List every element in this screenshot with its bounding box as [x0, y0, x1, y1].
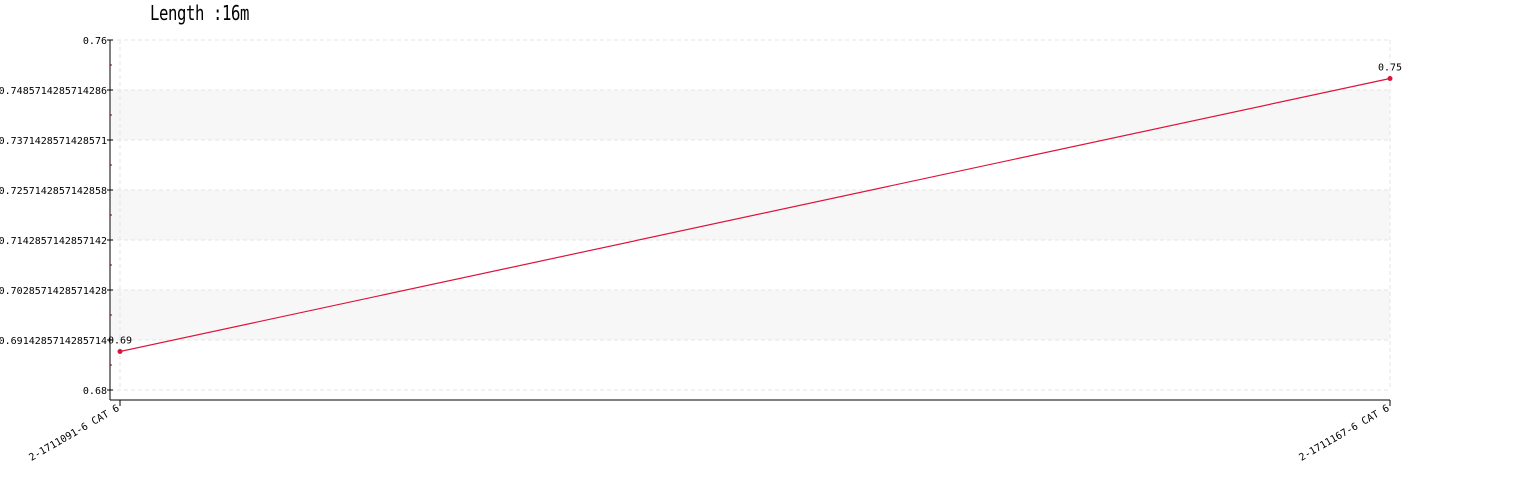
data-label: 0.75: [1378, 63, 1402, 74]
x-tick-label: 2-1711167-6 CAT 6: [1297, 403, 1391, 464]
data-point[interactable]: [1387, 76, 1393, 81]
y-tick-label: 0.7142857142857142: [0, 236, 107, 247]
y-tick-label: 0.7371428571428571: [0, 136, 107, 147]
data-point[interactable]: [117, 349, 123, 354]
y-tick-label: 0.6914285714285714: [0, 336, 107, 347]
grid-band: [111, 90, 1390, 140]
series-line: [119, 77, 1391, 353]
chart-title: Length :16m: [150, 1, 250, 25]
x-tick-label: 2-1711091-6 CAT 6: [27, 403, 121, 464]
y-tick-label: 0.7028571428571428: [0, 286, 107, 297]
grid-band: [111, 190, 1390, 240]
y-tick-label: 0.7485714285714286: [0, 86, 107, 97]
y-tick-label: 0.7257142857142858: [0, 186, 107, 197]
data-label: 0.69: [108, 336, 132, 347]
grid-band: [111, 290, 1390, 340]
y-tick-label: 0.68: [83, 386, 107, 397]
y-tick-label: 0.76: [83, 36, 107, 47]
